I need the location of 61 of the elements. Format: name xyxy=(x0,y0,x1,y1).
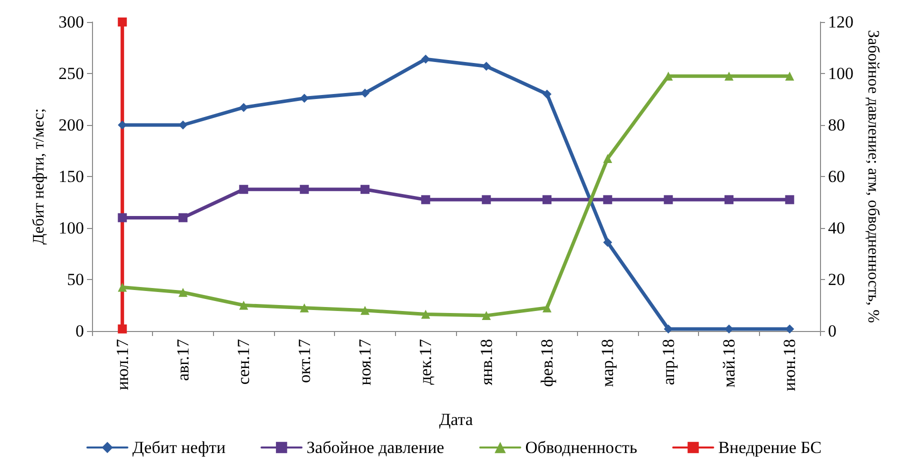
x-tick-label: июн.18 xyxy=(780,339,800,392)
y-tick-label: 150 xyxy=(58,167,84,186)
point xyxy=(724,195,734,204)
legend-label: Обводненность xyxy=(525,438,638,457)
point xyxy=(482,311,491,320)
x-tick-label: авг.17 xyxy=(174,338,192,381)
y2-tick-label: 60 xyxy=(828,167,845,186)
point xyxy=(118,324,127,334)
point xyxy=(178,288,188,297)
point xyxy=(421,310,430,319)
point xyxy=(360,88,370,98)
y-tick-label: 200 xyxy=(58,116,84,134)
point xyxy=(542,195,552,204)
point xyxy=(724,72,734,81)
point xyxy=(482,195,491,204)
y2-tick-label: 80 xyxy=(828,116,845,134)
point xyxy=(542,303,552,312)
point xyxy=(118,282,127,292)
x-tick-label: окт.17 xyxy=(294,338,314,383)
point xyxy=(239,184,248,194)
point xyxy=(118,213,127,222)
x-axis-title: Дата xyxy=(439,410,474,429)
point xyxy=(360,306,370,315)
point xyxy=(360,184,370,194)
y2-tick-label: 20 xyxy=(828,270,845,289)
y-axis-title: Дебит нефти, т/мес; xyxy=(30,108,48,245)
point xyxy=(785,72,794,81)
y-tick-label: 100 xyxy=(58,218,84,238)
point xyxy=(421,195,430,204)
y-tick-label: 0 xyxy=(76,322,84,340)
x-tick-label: дек.17 xyxy=(416,338,436,385)
y-tick-label: 300 xyxy=(58,12,84,32)
legend-label: Забойное давление xyxy=(306,438,444,457)
point xyxy=(603,195,612,204)
legend-label: Внедрение БС xyxy=(718,438,822,457)
y2-tick-label: 120 xyxy=(828,12,854,32)
point xyxy=(178,213,188,222)
x-tick-label: июл.17 xyxy=(112,338,132,390)
x-tick-label: мар.18 xyxy=(598,339,618,387)
x-tick-label: янв.18 xyxy=(476,339,496,386)
point xyxy=(239,300,248,310)
point xyxy=(785,195,794,204)
point xyxy=(603,154,612,163)
x-tick-label: сен.17 xyxy=(234,338,254,385)
x-tick-label: апр.18 xyxy=(658,339,678,386)
point xyxy=(603,238,612,247)
y-tick-label: 50 xyxy=(67,270,84,289)
x-tick-label: май.18 xyxy=(720,339,738,388)
y-tick-label: 250 xyxy=(58,64,84,83)
point xyxy=(542,90,552,99)
y2-axis-title: Забойное давление; атм, обводненность, % xyxy=(864,30,882,323)
legend-label: Дебит нефти xyxy=(132,438,226,457)
point xyxy=(300,303,309,312)
y2-tick-label: 100 xyxy=(828,64,854,83)
y2-tick-label: 40 xyxy=(828,218,845,238)
y2-tick-label: 0 xyxy=(828,322,836,340)
point xyxy=(239,102,248,112)
x-tick-label: ноя.17 xyxy=(356,338,374,386)
x-tick-label: фев.18 xyxy=(538,339,556,387)
point xyxy=(664,195,673,204)
point xyxy=(300,184,309,194)
